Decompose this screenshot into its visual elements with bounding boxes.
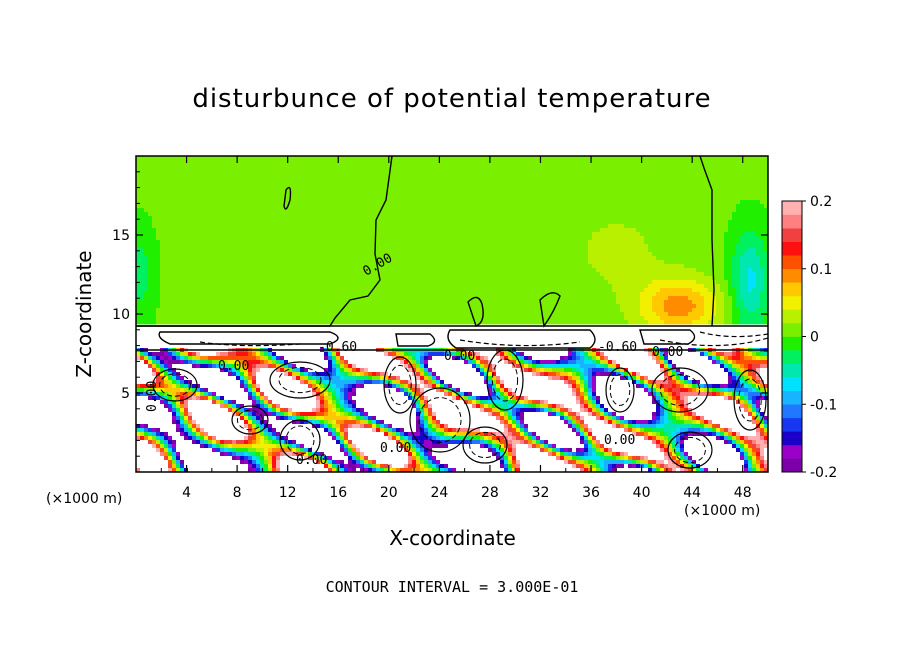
colorbar-swatch — [782, 201, 802, 215]
colorbar-tick-label: 0 — [810, 330, 819, 346]
colorbar-swatch — [782, 377, 802, 391]
contour-line — [395, 333, 436, 347]
colorbar-swatch — [782, 458, 802, 473]
y-tick-label: 5 — [121, 386, 130, 402]
contour-loop — [605, 367, 635, 413]
lower-contours — [152, 350, 767, 469]
y-tick-label: 15 — [112, 228, 130, 244]
contour-line — [283, 186, 292, 210]
colorbar-swatch — [782, 363, 802, 378]
colorbar-swatch — [782, 350, 802, 364]
colorbar-swatch — [782, 228, 802, 242]
contour-line — [639, 329, 696, 345]
x-tick-label: 4 — [182, 485, 191, 501]
contour-loop — [231, 405, 269, 435]
x-unit-right: (×1000 m) — [684, 503, 761, 519]
contour-loop — [486, 350, 524, 411]
contour-line-dashed — [659, 337, 768, 347]
contour-interval: CONTOUR INTERVAL = 3.000E-01 — [325, 578, 579, 596]
x-tick-label: 16 — [329, 485, 347, 501]
x-tick-label: 36 — [582, 485, 600, 501]
colorbar-tick-label: -0.2 — [810, 465, 837, 481]
colorbar-tick-label: 0.2 — [810, 194, 832, 210]
contour-loop-dashed — [418, 397, 462, 443]
x-tick-label: 32 — [532, 485, 550, 501]
contour-label: -0.60 — [318, 340, 357, 355]
contour-loop-dashed — [674, 436, 706, 464]
colorbar-swatch — [782, 214, 802, 229]
contour-loop-dashed — [491, 358, 519, 402]
colorbar-swatch — [782, 295, 802, 310]
colorbar-swatch — [782, 268, 802, 283]
colorbar-swatch — [782, 309, 802, 324]
colorbar-swatch — [782, 282, 802, 297]
contour-label: 0.00 — [380, 441, 411, 456]
contour-loop — [409, 387, 471, 453]
contour-loop-dashed — [159, 373, 191, 397]
contour-loop-dashed — [285, 425, 315, 455]
contour-label: 0.00 — [444, 349, 475, 364]
contour-loop — [152, 368, 198, 402]
contour-label: 0.00 — [296, 453, 327, 468]
x-tick-label: 12 — [279, 485, 297, 501]
contour-loop — [733, 369, 767, 431]
contour-loop-dashed — [659, 374, 701, 406]
contour-line — [699, 156, 715, 327]
x-tick-label: 8 — [233, 485, 242, 501]
colorbar-swatch — [782, 417, 802, 432]
colorbar-swatch — [782, 241, 802, 256]
plot-frame — [135, 155, 769, 473]
field-layer — [136, 156, 768, 472]
colorbar-swatch — [782, 336, 802, 351]
contour-line-dashed — [199, 341, 301, 347]
colorbar-swatch — [782, 390, 802, 405]
contour-loop-dashed — [278, 366, 322, 394]
x-tick-label: 44 — [683, 485, 701, 501]
contour-line-dashed — [699, 331, 768, 338]
y-tick-label: 10 — [112, 307, 130, 323]
contour-loop-dashed — [469, 431, 501, 459]
colorbar-swatch — [782, 404, 802, 419]
contour-line — [136, 156, 393, 327]
contour-label: 0.00 — [604, 433, 635, 448]
x-axis-label: X-coordinate — [389, 526, 516, 550]
y-axis-label: Z-coordinate — [72, 250, 96, 378]
contour-line — [467, 296, 484, 327]
colorbar-swatch — [782, 431, 802, 446]
contour-loop — [462, 426, 508, 464]
contour-loop — [383, 356, 417, 414]
colorbar-tick-label: 0.1 — [810, 262, 832, 278]
contour-loop-dashed — [236, 409, 264, 431]
colorbar: 0.2 0.1 0 -0.1 -0.2 — [781, 194, 837, 481]
x-unit-left: (×1000 m) — [46, 491, 123, 507]
contour-label: 0.00 — [218, 359, 249, 374]
contour-loop — [279, 419, 321, 461]
contour-loop — [269, 361, 331, 399]
x-tick-label: 20 — [380, 485, 398, 501]
contour-layer: 0.000.000.000.000.000.000.000.00-0.60 -0.… — [136, 156, 768, 469]
colorbar-swatch — [782, 255, 802, 270]
contour-line — [539, 292, 561, 328]
colorbar-swatch — [782, 322, 802, 337]
contour-loop-dashed — [738, 378, 762, 422]
contour-line — [447, 329, 596, 349]
contour-label: 0.00 — [145, 381, 160, 412]
colorbar-tick-label: -0.1 — [810, 397, 837, 413]
x-tick-label: 40 — [633, 485, 651, 501]
x-tick-label: 28 — [481, 485, 499, 501]
contour-label: -0.60 — [598, 340, 637, 355]
contour-line — [158, 331, 339, 345]
contour-loop — [651, 367, 709, 413]
contour-label: 0.00 — [652, 345, 683, 360]
contour-loop-dashed — [609, 374, 631, 406]
x-tick-label: 24 — [430, 485, 448, 501]
contour-line-dashed — [459, 339, 581, 347]
contour-loop-dashed — [388, 364, 412, 406]
chart-title: disturbunce of potential temperature — [192, 84, 712, 114]
contour-loop — [667, 431, 713, 469]
colorbar-swatch — [782, 444, 802, 459]
x-tick-label: 48 — [734, 485, 752, 501]
